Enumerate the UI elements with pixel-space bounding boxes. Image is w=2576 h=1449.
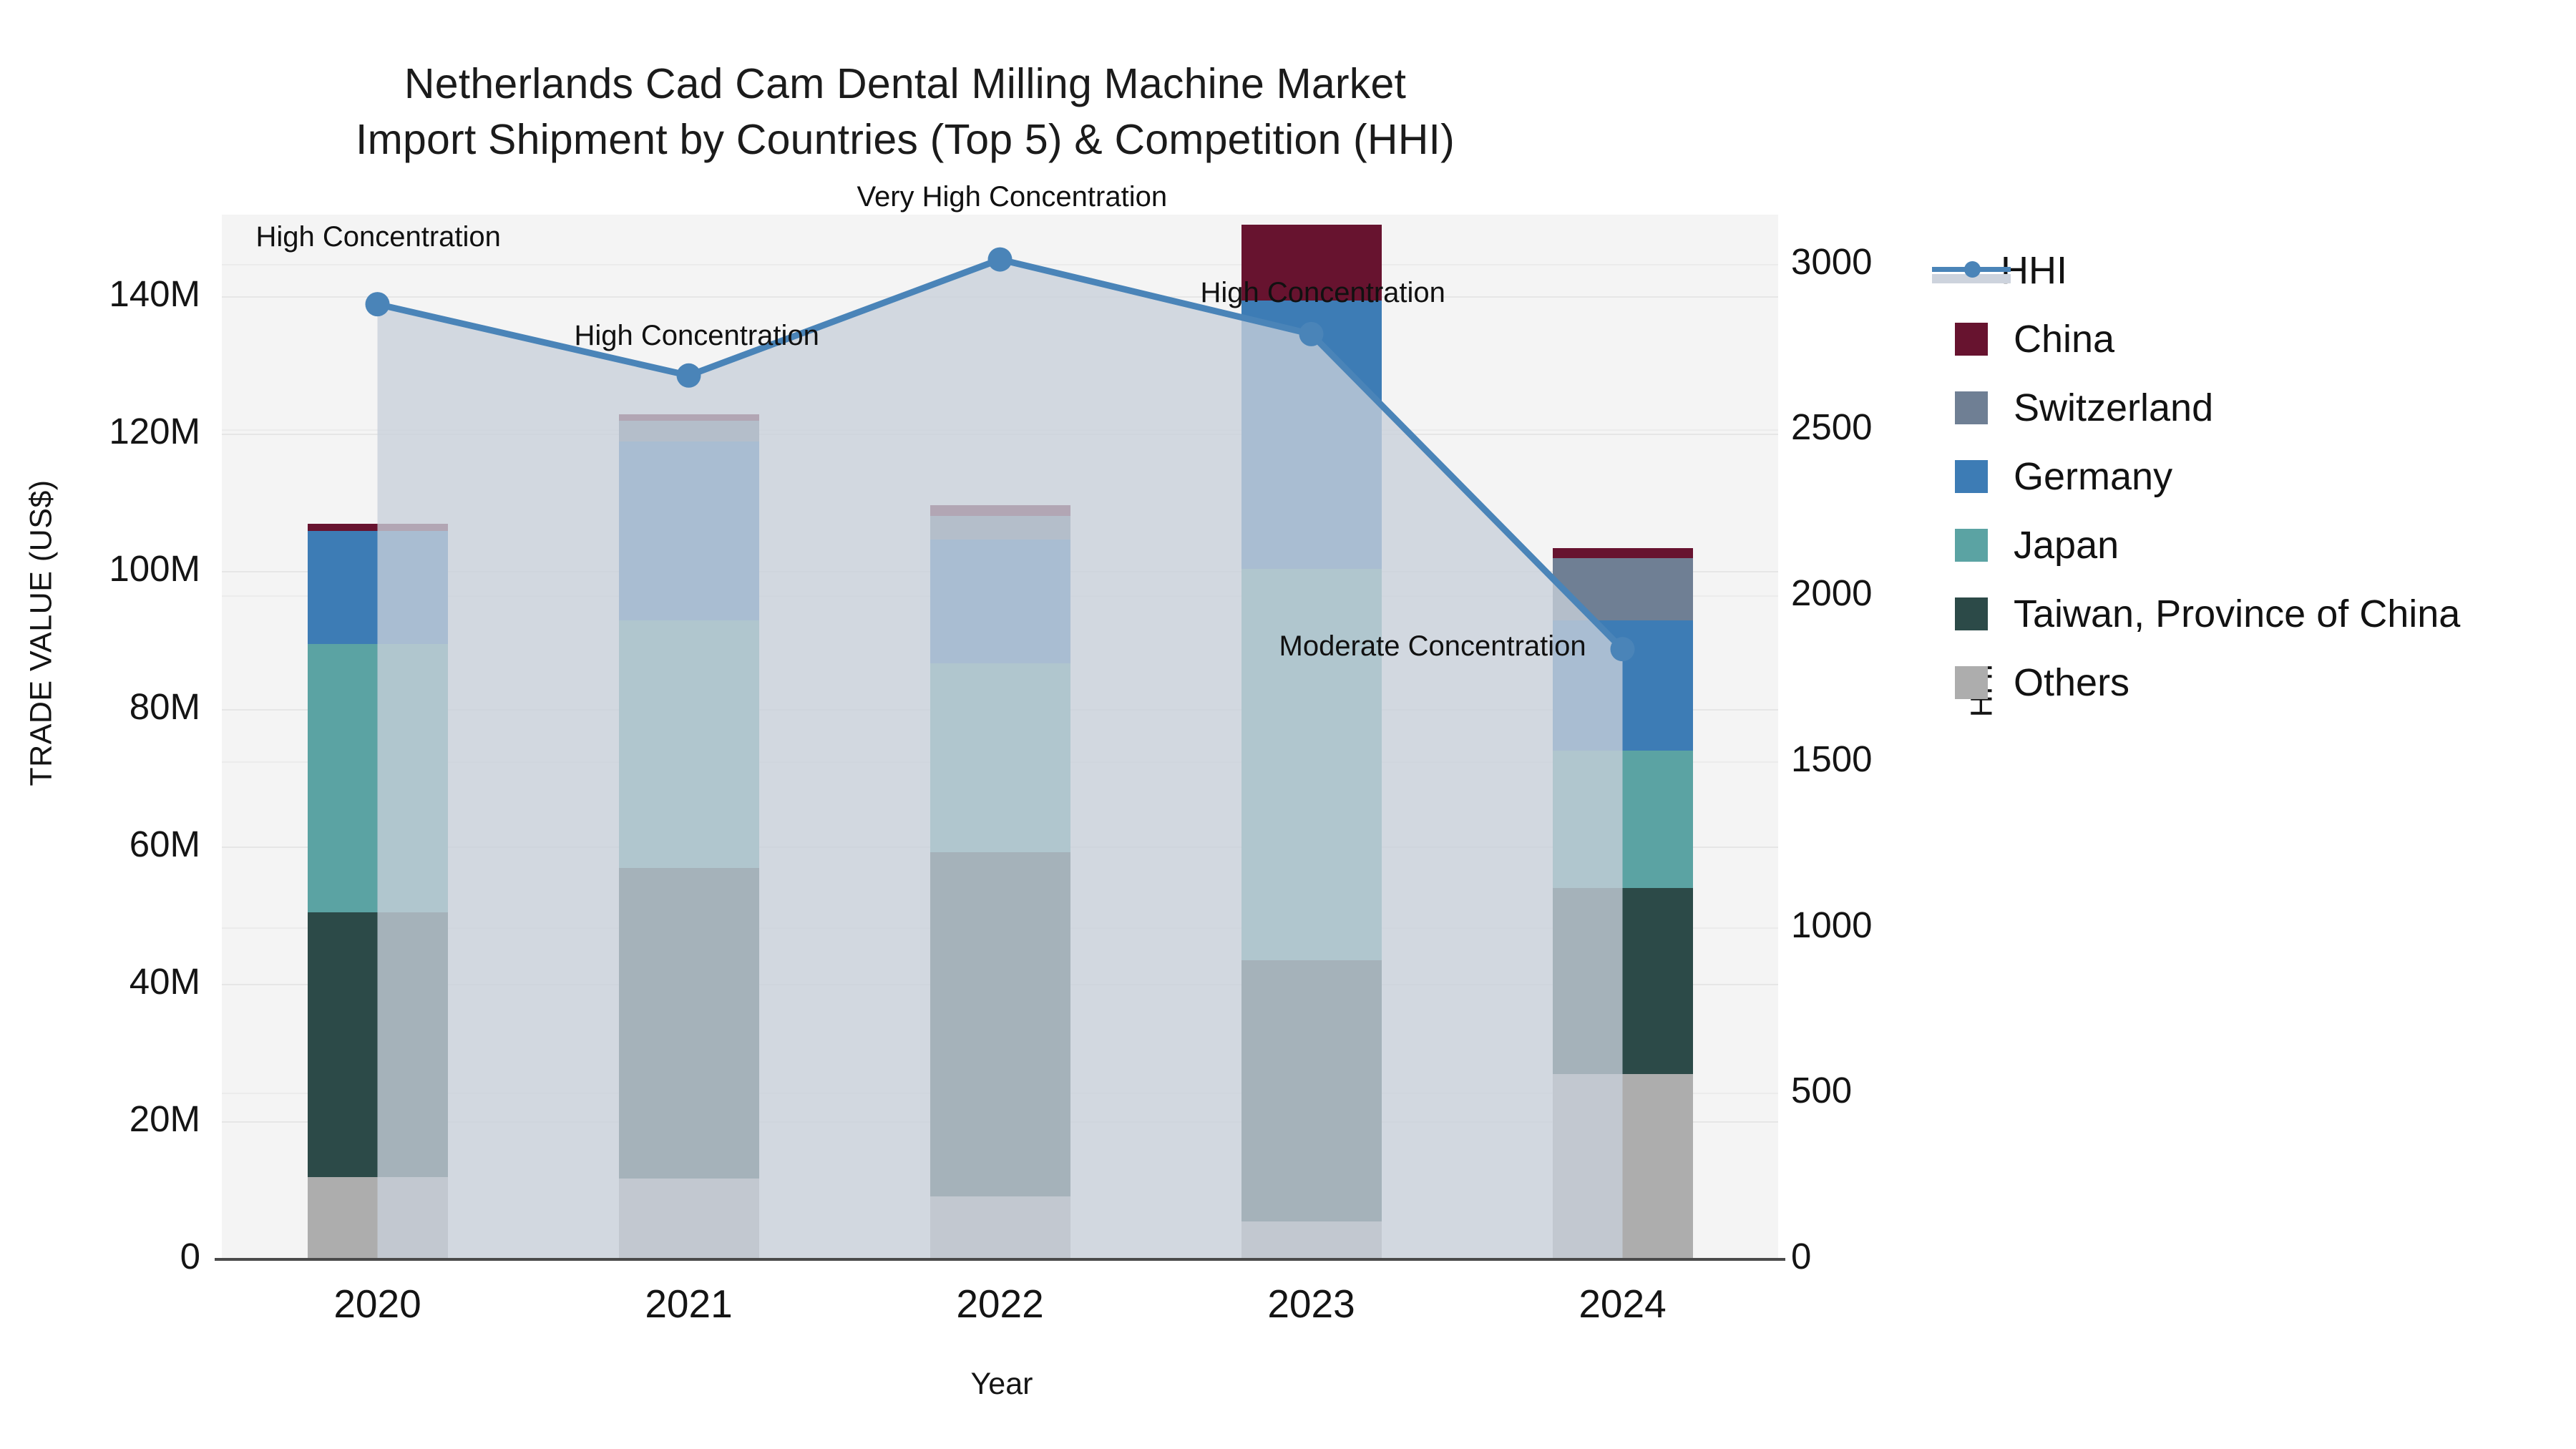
legend-swatch-icon xyxy=(1955,597,1988,630)
y-tick-right-2500: 2500 xyxy=(1791,406,1873,448)
bar-segment-japan[interactable] xyxy=(307,644,448,912)
y-tick-right-500: 500 xyxy=(1791,1070,1853,1111)
legend-swatch-icon xyxy=(1955,460,1988,493)
y-tick-right-2000: 2000 xyxy=(1791,572,1873,614)
bar-segment-japan[interactable] xyxy=(618,620,759,868)
bar-segment-china[interactable] xyxy=(930,505,1070,516)
bar-segment-germany[interactable] xyxy=(307,530,448,645)
x-tick-2021[interactable]: 2021 xyxy=(645,1282,733,1326)
annotation-2023: High Concentration xyxy=(1200,276,1445,308)
chart-title: Netherlands Cad Cam Dental Milling Machi… xyxy=(0,56,1810,168)
bar-segment-germany[interactable] xyxy=(618,441,759,620)
bar-stack-2020[interactable] xyxy=(307,524,448,1259)
legend-label: Taiwan, Province of China xyxy=(2014,592,2461,635)
y-tick-left-120M: 120M xyxy=(109,411,200,452)
annotation-2021: High Concentration xyxy=(574,319,819,351)
chart-title-line2: Import Shipment by Countries (Top 5) & C… xyxy=(356,116,1455,164)
y-tick-right-1000: 1000 xyxy=(1791,904,1873,945)
x-tick-2023[interactable]: 2023 xyxy=(1267,1282,1355,1326)
bar-segment-china[interactable] xyxy=(1552,547,1693,559)
y-tick-left-80M: 80M xyxy=(129,686,200,727)
annotation-2022: Very High Concentration xyxy=(857,180,1168,213)
legend-item-china[interactable]: China xyxy=(1932,305,2562,374)
legend-item-others[interactable]: Others xyxy=(1932,648,2562,717)
legend-label: Others xyxy=(2014,661,2130,704)
y-tick-right-3000: 3000 xyxy=(1791,240,1873,282)
bar-segment-japan[interactable] xyxy=(1241,568,1382,961)
legend-label: Switzerland xyxy=(2014,386,2214,429)
bar-segment-taiwan-province-of-china[interactable] xyxy=(618,867,759,1179)
y-tick-left-40M: 40M xyxy=(129,960,200,1002)
legend-swatch-icon xyxy=(1955,323,1988,356)
y-tick-right-1500: 1500 xyxy=(1791,738,1873,779)
chart-title-line1: Netherlands Cad Cam Dental Milling Machi… xyxy=(404,60,1407,107)
bar-segment-taiwan-province-of-china[interactable] xyxy=(307,912,448,1177)
bar-segment-taiwan-province-of-china[interactable] xyxy=(1241,960,1382,1222)
gridline-right xyxy=(222,263,1778,265)
bar-stack-2022[interactable] xyxy=(930,505,1070,1259)
legend-item-switzerland[interactable]: Switzerland xyxy=(1932,374,2562,442)
legend-label: Germany xyxy=(2014,455,2173,498)
y-tick-left-60M: 60M xyxy=(129,823,200,864)
bar-stack-2021[interactable] xyxy=(618,414,759,1259)
x-axis-line xyxy=(215,1258,1785,1261)
chart-legend: HHI China Switzerland Germany Japan Taiwan, P… xyxy=(1932,236,2562,717)
gridline-left xyxy=(222,296,1778,298)
bar-segment-taiwan-province-of-china[interactable] xyxy=(1552,888,1693,1074)
bar-segment-others[interactable] xyxy=(307,1176,448,1259)
y-tick-left-20M: 20M xyxy=(129,1098,200,1139)
bar-stack-2023[interactable] xyxy=(1241,225,1382,1259)
y-tick-right-0: 0 xyxy=(1791,1236,1812,1277)
bar-segment-china[interactable] xyxy=(618,414,759,421)
legend-swatch-icon xyxy=(1955,391,1988,424)
bar-segment-taiwan-province-of-china[interactable] xyxy=(930,852,1070,1196)
bar-segment-others[interactable] xyxy=(1552,1073,1693,1259)
y-tick-left-100M: 100M xyxy=(109,548,200,590)
legend-swatch-icon xyxy=(1955,529,1988,562)
legend-swatch-icon xyxy=(1955,666,1988,699)
y-tick-left-140M: 140M xyxy=(109,273,200,315)
legend-area-swatch xyxy=(1932,274,2011,283)
legend-label: Japan xyxy=(2014,524,2119,567)
legend-item-hhi[interactable]: HHI xyxy=(1932,236,2562,305)
y-tick-left-0: 0 xyxy=(180,1236,200,1277)
legend-item-germany[interactable]: Germany xyxy=(1932,442,2562,511)
annotation-2020: High Concentration xyxy=(255,221,501,253)
bar-segment-others[interactable] xyxy=(618,1178,759,1259)
x-axis-title: Year xyxy=(970,1367,1033,1401)
bar-segment-switzerland[interactable] xyxy=(930,515,1070,540)
bar-segment-switzerland[interactable] xyxy=(618,421,759,441)
bar-segment-others[interactable] xyxy=(1241,1221,1382,1259)
x-tick-2020[interactable]: 2020 xyxy=(333,1282,421,1326)
x-tick-2022[interactable]: 2022 xyxy=(956,1282,1044,1326)
legend-label: HHI xyxy=(2001,249,2067,292)
gridline-left xyxy=(222,434,1778,436)
legend-line-dot xyxy=(1964,261,1981,278)
bar-segment-japan[interactable] xyxy=(930,663,1070,853)
bar-segment-china[interactable] xyxy=(307,524,448,531)
legend-label: China xyxy=(2014,318,2115,361)
gridline-right xyxy=(222,429,1778,431)
bar-segment-germany[interactable] xyxy=(930,540,1070,664)
bar-segment-germany[interactable] xyxy=(1241,301,1382,569)
bar-segment-others[interactable] xyxy=(930,1196,1070,1259)
plot-area: High Concentration High Concentration Very… xyxy=(222,181,1778,1260)
annotation-2024: Moderate Concentration xyxy=(1279,630,1586,663)
x-tick-2024[interactable]: 2024 xyxy=(1579,1282,1667,1326)
legend-line-marker-icon xyxy=(1932,254,2011,287)
bar-segment-switzerland[interactable] xyxy=(1552,558,1693,620)
legend-item-japan[interactable]: Japan xyxy=(1932,511,2562,580)
bar-segment-japan[interactable] xyxy=(1552,751,1693,889)
y-axis-left-title: TRADE VALUE (US$) xyxy=(24,479,59,786)
legend-item-taiwan-province-of-china[interactable]: Taiwan, Province of China xyxy=(1932,580,2562,648)
